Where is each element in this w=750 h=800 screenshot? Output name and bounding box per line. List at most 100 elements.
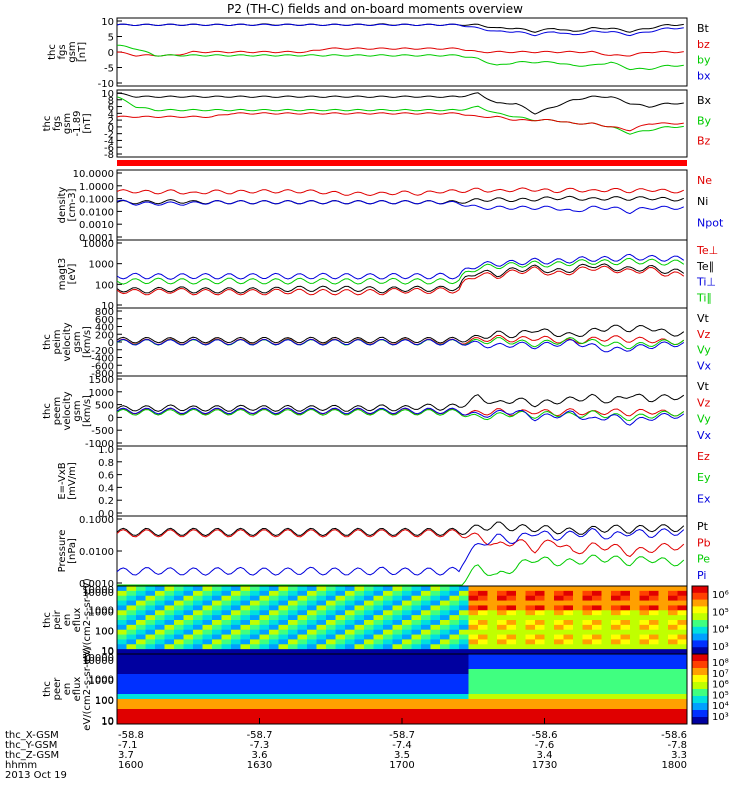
spectrogram-cell [478,659,488,665]
spectrogram-cell [193,610,203,616]
spectrogram-cell [354,684,365,690]
spectrogram-cell [155,689,165,695]
spectrogram-cell [668,674,678,680]
spectrogram-cell [544,654,555,660]
spectrogram-cell [240,654,251,660]
spectrogram-cell [449,615,460,621]
spectrogram-cell [554,714,564,720]
spectrogram-cell [335,719,346,725]
spectrogram-cell [269,654,279,660]
spectrogram-cell [383,659,393,665]
spectrogram-cell [649,615,659,621]
legend-label: Ti∥ [696,291,712,304]
colorbar-cell [692,606,708,611]
spectrogram-cell [449,654,460,660]
spectrogram-cell [668,586,678,592]
spectrogram-cell [582,615,593,621]
spectrogram-cell [326,615,336,621]
spectrogram-cell [677,610,688,616]
mode-band [117,160,687,166]
spectrogram-cell [525,664,536,670]
spectrogram-cell [250,634,260,640]
spectrogram-cell [316,639,327,645]
spectrogram-cell [164,704,175,710]
spectrogram-cell [364,590,374,597]
spectrogram-cell [430,719,441,725]
y-axis-label-line: en [62,683,73,696]
spectrogram-cell [440,684,450,690]
series-line-Pt [116,521,685,537]
spectrogram-cell [440,664,450,670]
spectrogram-cell [478,644,488,650]
spectrogram-cell [506,679,517,685]
spectrogram-cell [649,595,659,602]
spectrogram-cell [193,605,203,611]
spectrogram-cell [221,590,232,597]
spectrogram-cell [240,629,251,636]
colorbar-cell [692,650,708,655]
y-axis-label-line: fgs [52,116,63,131]
colorbar-cell [692,640,708,645]
spectrogram-cell [117,600,127,606]
spectrogram-cell [402,629,412,636]
spectrogram-cell [516,689,526,695]
colorbar-cell [692,713,708,718]
y-tick-label: 800 [95,307,114,318]
spectrogram-cell [677,704,688,710]
spectrogram-cell [326,719,336,725]
spectrogram-cell [250,714,260,720]
spectrogram-cell [145,674,156,680]
spectrogram-cell [136,620,146,626]
spectrogram-cell [354,605,365,611]
spectrogram-cell [345,605,355,611]
spectrogram-cell [307,615,317,621]
spectrogram-cell [354,615,365,621]
spectrogram-cell [174,714,184,720]
spectrogram-cell [202,704,213,710]
spectrogram-cell [231,684,241,690]
spectrogram-cell [269,644,279,650]
spectrogram-cell [136,649,146,655]
spectrogram-cell [497,639,507,645]
spectrogram-cell [364,689,374,695]
spectrogram-cell [383,669,393,675]
spectrogram-cell [155,684,165,690]
spectrogram-cell [601,629,612,636]
spectrogram-cell [582,679,593,685]
spectrogram-cell [250,689,260,695]
spectrogram-cell [468,649,479,655]
spectrogram-cell [174,704,184,710]
spectrogram-cell [411,620,422,626]
spectrogram-cell [430,714,441,720]
spectrogram-cell [183,644,194,650]
ephemeris-value: 3.7 [118,750,134,761]
spectrogram-cell [316,654,327,660]
y-tick-label: 0 [108,413,114,424]
spectrogram-cell [212,620,222,626]
spectrogram-cell [440,639,450,645]
spectrogram-cell [383,624,393,631]
spectrogram-cell [582,639,593,645]
y-axis-label-line: [km/s] [82,326,93,358]
spectrogram-cell [611,704,621,710]
y-axis-label-line: [eV] [67,264,78,285]
spectrogram-cell [478,719,488,725]
y-tick-label: -600 [91,361,114,372]
spectrogram-cell [136,664,146,670]
y-axis-label-line: peer [52,677,63,701]
colorbar-cell [692,592,708,597]
spectrogram-cell [164,590,175,597]
spectrogram-cell [459,719,469,725]
series-line-Pb [116,529,685,558]
spectrogram-cell [611,629,621,636]
spectrogram-cell [535,664,545,670]
spectrogram-cell [421,714,431,720]
spectrogram-cell [497,590,507,597]
spectrogram-cell [335,644,346,650]
spectrogram-cell [354,639,365,645]
y-axis-label: thc fgs gsm [nT] [47,41,88,62]
ephemeris-value: -58.7 [389,730,415,741]
spectrogram-cell [525,719,536,725]
spectrogram-cell [459,590,469,597]
spectrogram-cell [145,595,156,602]
